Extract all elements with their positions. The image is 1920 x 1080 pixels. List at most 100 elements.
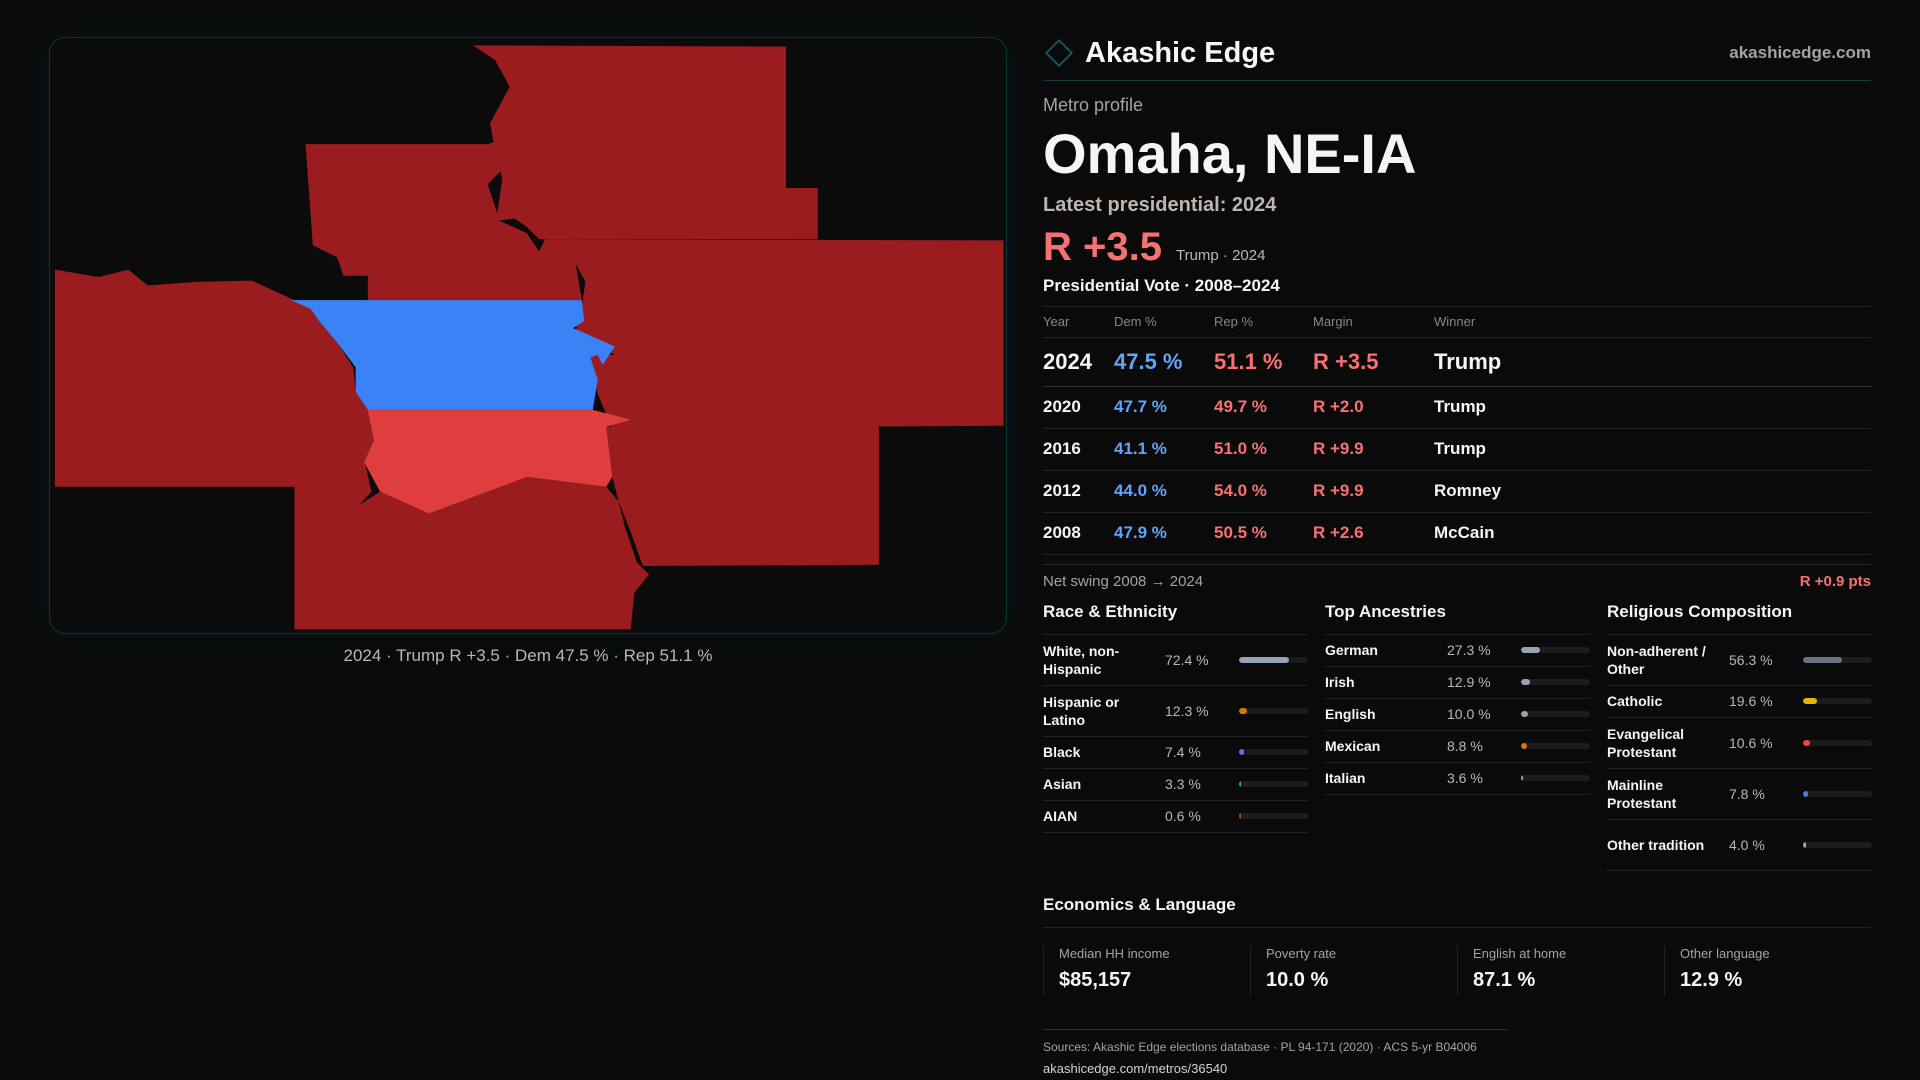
county-north[interactable] [472, 45, 818, 240]
county-dem[interactable] [290, 300, 615, 410]
share-bar [1803, 698, 1872, 704]
site-link[interactable]: akashicedge.com [1729, 43, 1871, 62]
share-bar-fill [1521, 647, 1540, 653]
col-margin: Margin [1313, 307, 1434, 338]
share-bar [1521, 647, 1590, 653]
cell-rep: 50.5 % [1214, 512, 1313, 555]
col-dem: Dem % [1114, 307, 1214, 338]
row-label: Black [1043, 744, 1081, 760]
ancestry-row: Irish 12.9 % [1325, 667, 1590, 699]
row-label: Hispanic or Latino [1043, 693, 1120, 728]
religion-row: Mainline Protestant 7.8 % [1607, 769, 1872, 820]
county-map[interactable] [49, 37, 1007, 634]
race-row: White, non-Hispanic 72.4 % [1043, 635, 1308, 686]
ancestry-row: English 10.0 % [1325, 699, 1590, 731]
vote-row: 2008 47.9 % 50.5 % R +2.6 McCain [1043, 512, 1871, 555]
cell-year: 2016 [1043, 428, 1114, 471]
cell-margin: R +2.6 [1313, 512, 1434, 555]
header: Akashic Edge akashicedge.com [1043, 28, 1871, 81]
econ-section: Economics & Language Median HH income $85… [1043, 895, 1871, 996]
vote-row: 2012 44.0 % 54.0 % R +9.9 Romney [1043, 470, 1871, 513]
share-bar-fill [1239, 707, 1248, 714]
diamond-logo-icon [1044, 38, 1074, 68]
cell-margin: R +2.0 [1313, 386, 1434, 429]
county-southeast[interactable] [606, 425, 879, 566]
row-label: Evangelical Protestant [1607, 725, 1685, 760]
share-bar [1239, 781, 1308, 787]
stat-label: English at home [1473, 945, 1567, 961]
vote-row: 2016 41.1 % 51.0 % R +9.9 Trump [1043, 428, 1871, 471]
stat-value: $85,157 [1059, 968, 1132, 991]
footer: Sources: Akashic Edge elections database… [1043, 1028, 1508, 1076]
cell-year: 2012 [1043, 470, 1114, 513]
econ-title: Economics & Language [1043, 895, 1871, 928]
race-row: Black 7.4 % [1043, 737, 1308, 769]
row-value: 7.8 % [1729, 785, 1765, 802]
row-label: Catholic [1607, 693, 1663, 709]
page-url[interactable]: akashicedge.com/metros/36540 [1043, 1060, 1228, 1076]
row-value: 72.4 % [1165, 651, 1209, 668]
race-section: Race & Ethnicity White, non-Hispanic 72.4 … [1043, 602, 1308, 871]
cell-rep: 51.0 % [1214, 428, 1313, 471]
vote-row: 2020 47.7 % 49.7 % R +2.0 Trump [1043, 386, 1871, 429]
stat-value: 12.9 % [1680, 968, 1743, 991]
col-rep: Rep % [1214, 307, 1313, 338]
cell-winner: Trump [1434, 337, 1871, 387]
row-value: 12.9 % [1447, 674, 1491, 690]
county-lean-rep[interactable] [364, 409, 631, 514]
county-south[interactable] [294, 476, 650, 630]
stat-label: Median HH income [1059, 945, 1170, 961]
share-bar-fill [1521, 679, 1530, 685]
row-value: 19.6 % [1729, 693, 1773, 709]
row-label: Irish [1325, 674, 1355, 690]
share-bar [1521, 679, 1590, 685]
vote-table: Year Dem % Rep % Margin Winner 2024 47.5 … [1043, 307, 1871, 555]
row-label: White, non-Hispanic [1043, 642, 1120, 677]
row-value: 8.8 % [1447, 738, 1483, 754]
sources: Sources: Akashic Edge elections database… [1043, 1039, 1477, 1054]
ancestry-section: Top Ancestries German 27.3 % Irish 12.9 % Eng… [1325, 602, 1590, 871]
cell-dem: 47.9 % [1114, 512, 1214, 555]
share-bar [1239, 749, 1308, 755]
ancestry-row: German 27.3 % [1325, 635, 1590, 667]
stat-card: Poverty rate 10.0 % [1250, 945, 1457, 996]
county-east[interactable] [539, 239, 1004, 429]
map-svg [54, 45, 1004, 630]
share-bar-fill [1803, 656, 1842, 663]
share-bar [1803, 841, 1872, 848]
row-label: AIAN [1043, 808, 1078, 824]
share-bar-fill [1239, 781, 1242, 787]
swing-value: R +0.9 pts [1799, 572, 1871, 590]
row-label: Asian [1043, 776, 1082, 792]
cell-year: 2020 [1043, 386, 1114, 429]
cell-winner: Trump [1434, 386, 1871, 429]
cell-margin: R +9.9 [1313, 428, 1434, 471]
share-bar-fill [1239, 813, 1241, 819]
county-west[interactable] [54, 269, 374, 505]
row-label: German [1325, 642, 1378, 658]
religion-row: Non-adherent / Other 56.3 % [1607, 635, 1872, 686]
county-northwest[interactable] [305, 137, 582, 301]
cell-margin: R +9.9 [1313, 470, 1434, 513]
share-bar-fill [1239, 656, 1289, 663]
cell-dem: 41.1 % [1114, 428, 1214, 471]
brand[interactable]: Akashic Edge [1043, 37, 1275, 70]
brand-name: Akashic Edge [1085, 36, 1276, 69]
ancestry-row: Italian 3.6 % [1325, 763, 1590, 795]
profile-panel: Akashic Edge akashicedge.com Metro profi… [1043, 28, 1872, 1076]
swing-label: Net swing 2008 → 2024 [1043, 572, 1204, 590]
cell-margin: R +3.5 [1313, 337, 1434, 387]
share-bar [1521, 743, 1590, 749]
row-label: English [1325, 706, 1376, 722]
latest-label: Latest presidential: 2024 [1043, 194, 1277, 216]
stat-card: English at home 87.1 % [1457, 945, 1664, 996]
row-label: Mexican [1325, 738, 1381, 754]
row-value: 0.6 % [1165, 808, 1201, 824]
stat-value: 10.0 % [1266, 968, 1329, 991]
row-value: 3.3 % [1165, 776, 1201, 792]
row-label: Non-adherent / Other [1607, 642, 1706, 677]
stat-card: Other language 12.9 % [1664, 945, 1871, 996]
share-bar [1521, 711, 1590, 717]
winner-note: Trump · 2024 [1175, 247, 1266, 264]
row-label: Mainline Protestant [1607, 776, 1677, 811]
